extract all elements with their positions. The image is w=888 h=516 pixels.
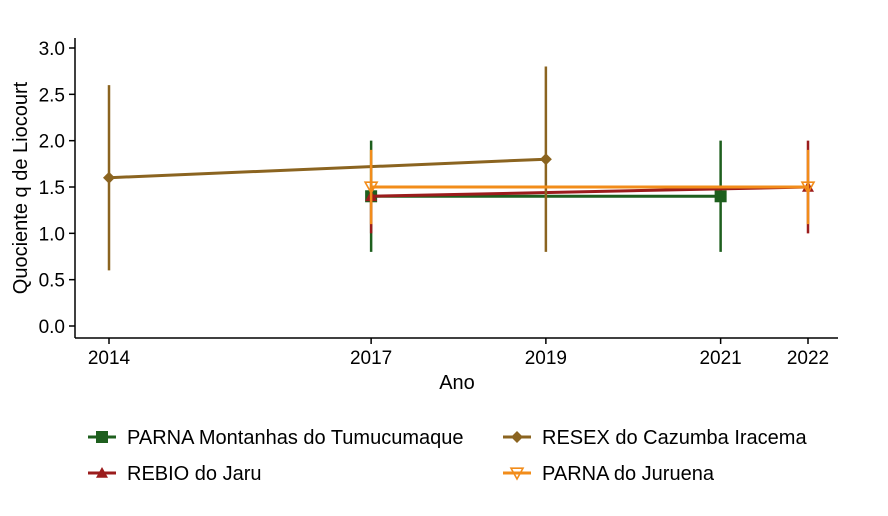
legend-marker: [96, 467, 108, 478]
y-tick-label: 2.0: [39, 132, 65, 153]
series-layer: [103, 66, 816, 271]
y-axis-title: Quociente q de Liocourt: [10, 81, 32, 294]
data-point: [539, 153, 552, 166]
data-point: [103, 171, 115, 184]
data-point: [800, 181, 816, 195]
data-point: [363, 181, 379, 195]
legend: PARNA Montanhas do Tumucumaque REBIO do J…: [88, 427, 807, 485]
y-tick-label: 1.0: [39, 224, 65, 245]
legend-label: PARNA do Juruena: [542, 463, 715, 485]
x-tick-label: 2019: [525, 348, 567, 369]
legend-item: REBIO do Jaru: [88, 463, 262, 485]
legend-marker: [511, 431, 523, 443]
x-axis-title: Ano: [439, 372, 475, 394]
y-tick-label: 0.0: [39, 317, 65, 338]
legend-label: RESEX do Cazumba Iracema: [542, 427, 807, 449]
y-tick-label: 3.0: [39, 39, 65, 60]
data-point: [714, 190, 727, 203]
series-line: [371, 185, 809, 198]
legend-item: PARNA do Juruena: [503, 463, 715, 485]
ticks: 2014 2017 2019 2021 2022 0.0 0.5 1.0 1.5 2.0 2.5 3.…: [39, 39, 830, 369]
series-group: [363, 149, 816, 225]
legend-item: RESEX do Cazumba Iracema: [503, 427, 807, 449]
x-tick-label: 2022: [787, 348, 829, 369]
legend-label: REBIO do Jaru: [127, 463, 262, 485]
legend-item: PARNA Montanhas do Tumucumaque: [88, 427, 463, 449]
series-group: [103, 66, 552, 271]
axes: [74, 38, 838, 339]
x-tick-label: 2014: [88, 348, 131, 369]
x-tick-label: 2017: [350, 348, 392, 369]
legend-marker: [96, 431, 108, 443]
y-tick-label: 1.5: [39, 178, 65, 199]
series-line: [108, 157, 546, 180]
legend-marker: [509, 467, 525, 481]
legend-label: PARNA Montanhas do Tumucumaque: [127, 427, 463, 449]
y-tick-label: 0.5: [39, 271, 65, 292]
y-tick-label: 2.5: [39, 85, 65, 106]
x-tick-label: 2021: [699, 348, 741, 369]
